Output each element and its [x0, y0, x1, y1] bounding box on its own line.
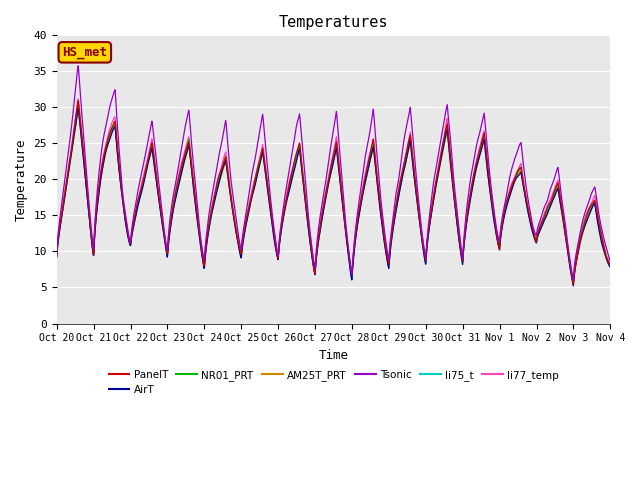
NR01_PRT [570, 280, 577, 286]
li77_temp [74, 96, 82, 102]
NR01_PRT [420, 248, 428, 254]
Line: Tsonic: Tsonic [57, 66, 611, 280]
NR01_PRT [492, 227, 500, 233]
PanelT [607, 262, 614, 267]
PanelT [238, 242, 246, 248]
AM25T_PRT [607, 264, 614, 270]
AirT [570, 282, 577, 288]
li77_temp [607, 260, 614, 266]
Tsonic [74, 63, 82, 69]
li75_t [607, 264, 614, 270]
li77_temp [238, 240, 246, 245]
Line: AirT: AirT [57, 108, 611, 285]
AM25T_PRT [53, 254, 61, 260]
Legend: PanelT, AirT, NR01_PRT, AM25T_PRT, Tsonic, li75_t, li77_temp: PanelT, AirT, NR01_PRT, AM25T_PRT, Tsoni… [104, 365, 563, 399]
Tsonic [541, 203, 548, 209]
li77_temp [53, 249, 61, 254]
AirT [238, 246, 246, 252]
NR01_PRT [607, 263, 614, 268]
Tsonic [177, 153, 184, 158]
NR01_PRT [177, 170, 184, 176]
AirT [541, 216, 548, 222]
Line: li77_temp: li77_temp [57, 99, 611, 283]
AM25T_PRT [177, 175, 184, 181]
AirT [163, 252, 171, 258]
NR01_PRT [541, 213, 548, 219]
Tsonic [238, 236, 246, 242]
Line: PanelT: PanelT [57, 101, 611, 285]
NR01_PRT [238, 242, 246, 248]
PanelT [541, 212, 548, 217]
Y-axis label: Temperature: Temperature [15, 138, 28, 221]
PanelT [74, 98, 82, 104]
AirT [607, 264, 614, 270]
li77_temp [163, 246, 171, 252]
AM25T_PRT [570, 282, 577, 288]
AirT [492, 230, 500, 236]
li77_temp [177, 165, 184, 170]
Line: AM25T_PRT: AM25T_PRT [57, 108, 611, 285]
Line: li75_t: li75_t [57, 108, 611, 286]
PanelT [420, 247, 428, 253]
AM25T_PRT [238, 243, 246, 249]
X-axis label: Time: Time [319, 349, 349, 362]
PanelT [163, 249, 171, 254]
AirT [420, 250, 428, 256]
li77_temp [541, 209, 548, 215]
li75_t [74, 105, 82, 111]
li75_t [53, 253, 61, 259]
PanelT [53, 250, 61, 256]
Text: HS_met: HS_met [62, 46, 108, 59]
AM25T_PRT [163, 248, 171, 254]
li75_t [492, 230, 500, 236]
li77_temp [570, 280, 577, 286]
Tsonic [53, 250, 61, 255]
Tsonic [163, 245, 171, 251]
li77_temp [492, 224, 500, 230]
Tsonic [420, 243, 428, 249]
li75_t [570, 283, 577, 289]
li75_t [177, 173, 184, 179]
Title: Temperatures: Temperatures [279, 15, 388, 30]
NR01_PRT [53, 252, 61, 257]
li75_t [541, 215, 548, 221]
PanelT [492, 228, 500, 233]
Tsonic [492, 223, 500, 228]
AirT [177, 175, 184, 181]
li77_temp [420, 245, 428, 251]
AM25T_PRT [541, 215, 548, 220]
AM25T_PRT [74, 106, 82, 111]
AirT [74, 106, 82, 111]
PanelT [177, 169, 184, 175]
li75_t [238, 246, 246, 252]
NR01_PRT [163, 248, 171, 254]
AM25T_PRT [420, 248, 428, 254]
li75_t [163, 250, 171, 255]
Line: NR01_PRT: NR01_PRT [57, 103, 611, 283]
AirT [53, 254, 61, 260]
PanelT [570, 282, 577, 288]
li75_t [420, 251, 428, 256]
NR01_PRT [74, 100, 82, 106]
AM25T_PRT [492, 228, 500, 234]
Tsonic [570, 277, 577, 283]
Tsonic [607, 258, 614, 264]
